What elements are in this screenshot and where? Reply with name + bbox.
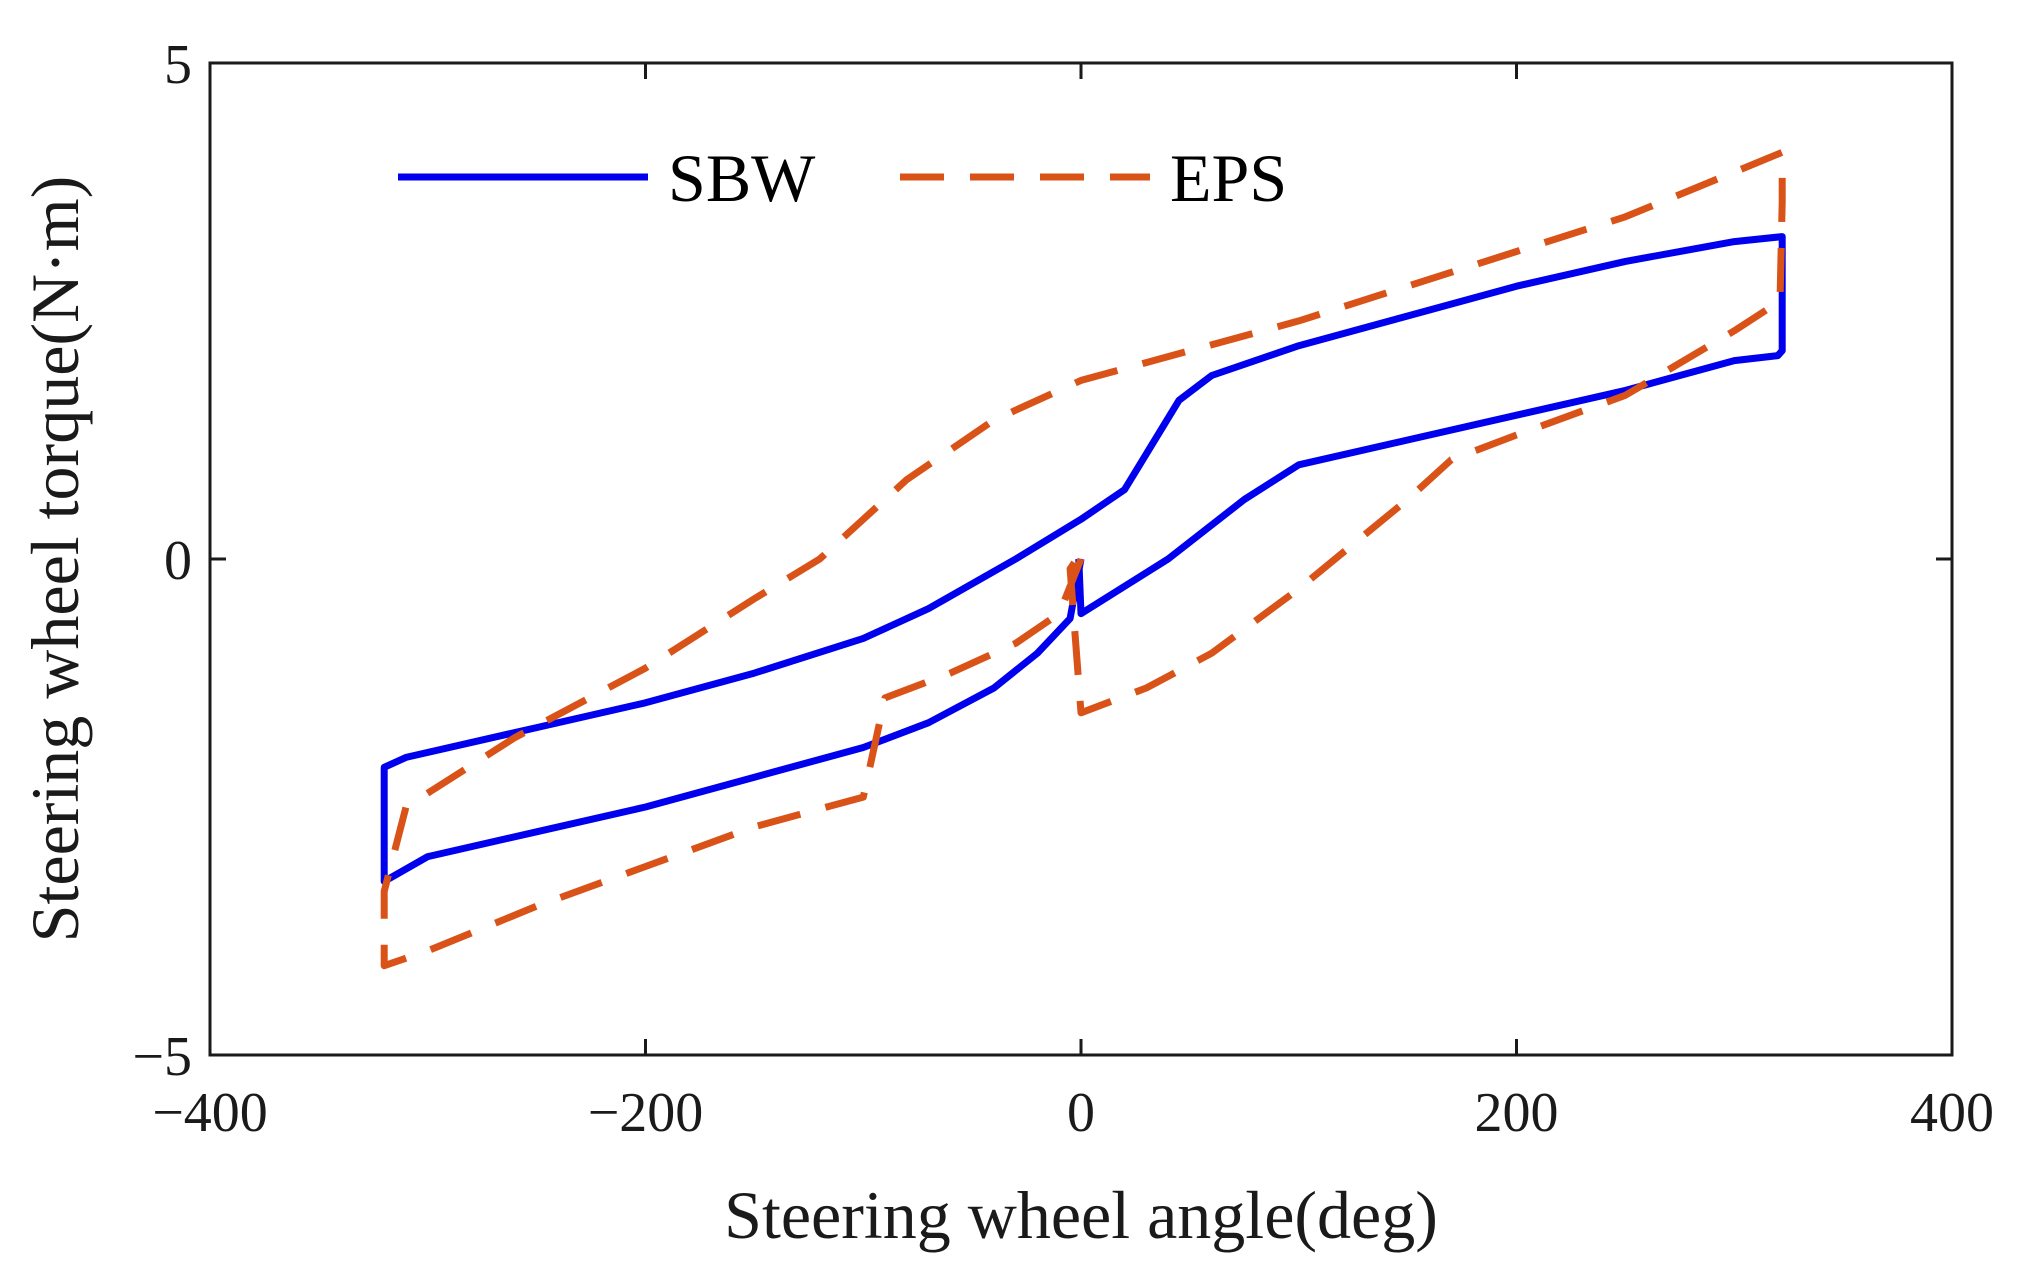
axis-tick-labels: −400 −200 0 200 400 −5 0 5 [132, 34, 1994, 1144]
x-tick-label: 400 [1910, 1082, 1994, 1144]
legend-sbw-label: SBW [668, 140, 816, 216]
x-tick-label: −200 [588, 1082, 704, 1144]
series-line-sbw [380, 233, 1786, 885]
y-tick-label: 0 [164, 530, 192, 592]
y-tick-label: 5 [164, 34, 192, 96]
x-tick-label: −400 [152, 1082, 268, 1144]
x-axis-title: Steering wheel angle(deg) [724, 1177, 1438, 1253]
x-tick-label: 200 [1475, 1082, 1559, 1144]
axis-ticks [208, 61, 1954, 1057]
series-line-eps [380, 148, 1786, 970]
legend: SBW EPS [398, 140, 1287, 216]
x-tick-label: 0 [1067, 1082, 1095, 1144]
y-axis-title: Steering wheel torque(N·m) [17, 176, 93, 943]
plot-lines [380, 148, 1786, 970]
y-tick-label: −5 [132, 1026, 192, 1088]
legend-eps-label: EPS [1170, 140, 1287, 216]
